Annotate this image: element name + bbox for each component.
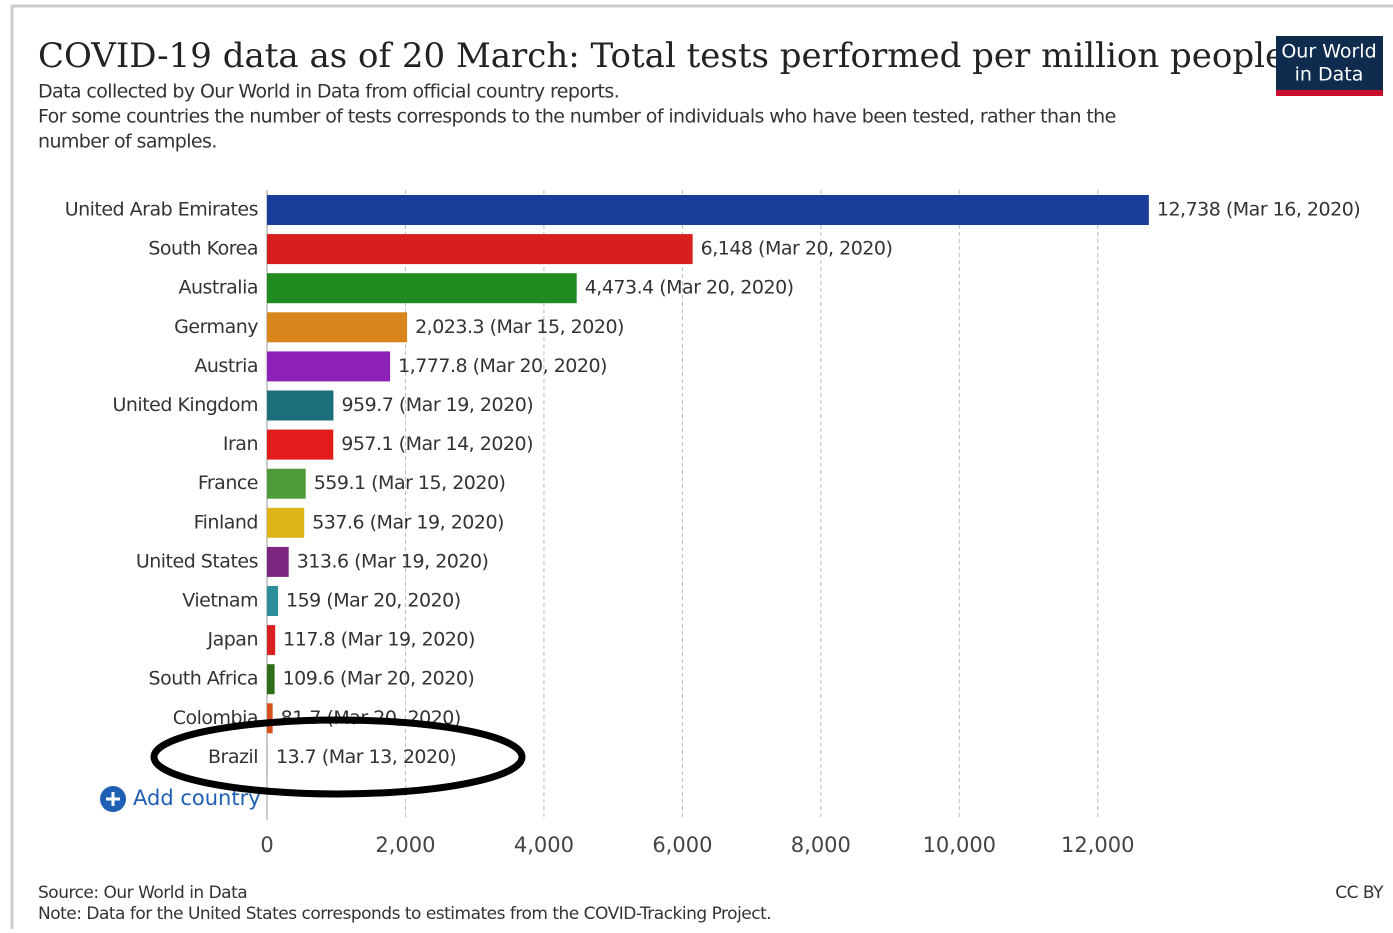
y-tick-label: Iran	[223, 433, 258, 455]
bar	[267, 703, 273, 734]
y-tick-label: Australia	[178, 277, 258, 299]
logo-box	[1276, 36, 1383, 96]
logo-text: Our World	[1281, 41, 1376, 63]
bar	[267, 234, 693, 265]
value-label: 13.7 (Mar 13, 2020)	[276, 746, 456, 768]
bar	[267, 312, 408, 343]
value-label: 313.6 (Mar 19, 2020)	[297, 550, 489, 572]
y-tick-label: Japan	[207, 629, 259, 651]
subtitle: number of samples.	[38, 131, 217, 153]
bar	[267, 468, 306, 499]
bar	[267, 664, 275, 695]
bar	[267, 742, 268, 773]
x-tick-label: 12,000	[1061, 833, 1134, 857]
bar	[267, 625, 276, 656]
value-label: 959.7 (Mar 19, 2020)	[341, 394, 533, 416]
x-tick-label: 8,000	[791, 833, 851, 857]
note: Note: Data for the United States corresp…	[38, 904, 771, 924]
bar	[267, 195, 1149, 225]
add-icon-plus[interactable]	[106, 792, 120, 806]
value-label: 2,023.3 (Mar 15, 2020)	[415, 316, 624, 338]
annotation-ellipse	[150, 716, 526, 798]
value-label: 117.8 (Mar 19, 2020)	[283, 629, 475, 651]
bar	[267, 351, 391, 382]
license: CC BY	[1335, 883, 1384, 903]
bar	[267, 546, 289, 577]
logo: Our World in Data	[1276, 36, 1383, 96]
y-tick-label: United Kingdom	[112, 394, 258, 416]
x-tick-label: 0	[260, 833, 273, 857]
y-tick-label: Brazil	[208, 746, 258, 768]
value-label: 6,148 (Mar 20, 2020)	[701, 238, 893, 260]
value-label: 12,738 (Mar 16, 2020)	[1157, 199, 1360, 221]
bar	[267, 273, 577, 304]
x-tick-label: 10,000	[923, 833, 996, 857]
bar	[267, 507, 305, 538]
logo-stripe	[1276, 90, 1383, 96]
subtitle: For some countries the number of tests c…	[38, 106, 1116, 128]
plot: 0 2,000 4,000 6,000 8,000 10,000 12,000 United …	[65, 190, 1361, 857]
y-tick-label: Germany	[174, 316, 258, 338]
x-tick-label: 2,000	[375, 833, 435, 857]
bar	[267, 586, 279, 616]
y-tick-label: United States	[136, 550, 258, 572]
y-tick-label: South Africa	[149, 668, 258, 690]
subtitle: Data collected by Our World in Data from…	[38, 81, 619, 103]
x-tick-label: 4,000	[514, 833, 574, 857]
value-label: 159 (Mar 20, 2020)	[286, 590, 461, 612]
chart-title: COVID-19 data as of 20 March: Total test…	[38, 36, 1285, 76]
value-label: 537.6 (Mar 19, 2020)	[312, 511, 504, 533]
bar	[267, 429, 334, 460]
y-tick-label: Finland	[194, 511, 258, 533]
frame	[10, 4, 1393, 933]
logo-text: in Data	[1295, 64, 1364, 86]
y-tick-label: Austria	[194, 355, 258, 377]
x-tick-label: 6,000	[652, 833, 712, 857]
value-label: 559.1 (Mar 15, 2020)	[314, 472, 506, 494]
value-label: 1,777.8 (Mar 20, 2020)	[398, 355, 607, 377]
bar	[267, 390, 334, 421]
value-label: 109.6 (Mar 20, 2020)	[283, 668, 475, 690]
source: Source: Our World in Data	[38, 883, 247, 903]
value-label: 957.1 (Mar 14, 2020)	[341, 433, 533, 455]
value-label: 4,473.4 (Mar 20, 2020)	[585, 277, 794, 299]
y-tick-label: South Korea	[148, 238, 258, 260]
y-tick-label: France	[198, 472, 258, 494]
y-tick-label: United Arab Emirates	[65, 199, 258, 221]
y-tick-label: Vietnam	[182, 590, 258, 612]
